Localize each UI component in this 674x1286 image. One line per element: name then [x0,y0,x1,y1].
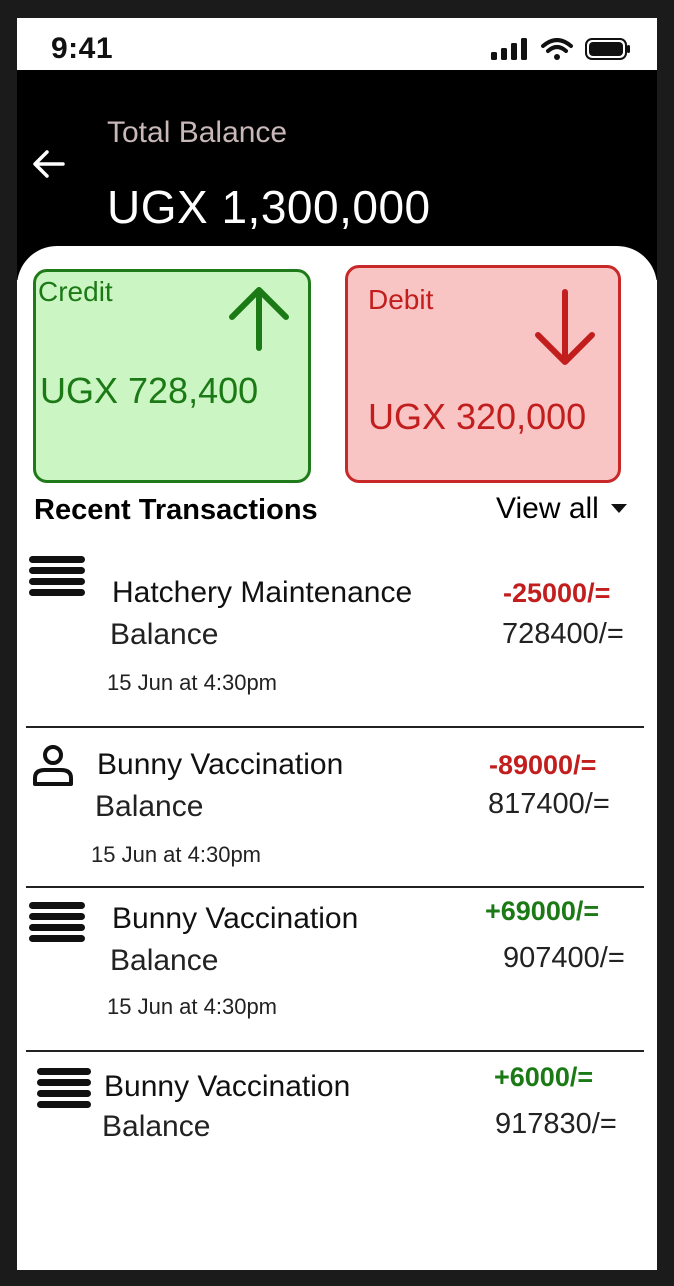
transaction-amount: -89000/= [489,750,597,780]
transaction-row[interactable]: Bunny Vaccination Balance 15 Jun at 4:30… [17,888,657,1048]
divider [26,726,644,728]
transaction-running-balance: 728400/= [502,618,624,650]
transaction-title: Hatchery Maintenance [112,576,413,609]
list-icon [37,1068,91,1108]
status-icons [491,38,631,60]
list-icon [29,556,85,596]
arrow-up-icon [229,287,289,351]
transaction-amount: -25000/= [503,578,611,608]
transaction-running-balance: 817400/= [488,788,610,820]
list-icon [29,902,85,942]
view-all-label: View all [496,492,599,525]
transaction-amount: +6000/= [494,1062,594,1092]
divider [26,886,644,888]
balance-header: Total Balance UGX 1,300,000 [17,70,657,280]
back-arrow-icon[interactable] [31,146,67,182]
credit-card[interactable]: Credit UGX 728,400 [33,269,311,483]
debit-amount: UGX 320,000 [368,396,587,437]
main-content: Credit UGX 728,400 Debit UGX 320,000 Rec… [17,246,657,1270]
transaction-row[interactable]: Bunny Vaccination Balance +6000/= 917830… [17,1052,657,1162]
transaction-title: Bunny Vaccination [112,902,359,935]
transaction-date: 15 Jun at 4:30pm [91,842,262,867]
wifi-icon [541,38,573,60]
signal-icon [491,38,527,60]
total-balance-value: UGX 1,300,000 [107,181,431,233]
phone-screen: 9:41 Total Balance UGX 1,3 [17,18,657,1270]
transaction-title: Bunny Vaccination [104,1070,351,1103]
transaction-balance-label: Balance [95,790,204,823]
total-balance-label: Total Balance [107,116,288,149]
credit-amount: UGX 728,400 [40,370,259,411]
transaction-balance-label: Balance [110,618,219,651]
transaction-balance-label: Balance [110,944,219,977]
transaction-date: 15 Jun at 4:30pm [107,670,278,695]
debit-card[interactable]: Debit UGX 320,000 [345,265,621,483]
credit-title: Credit [38,276,113,307]
status-time: 9:41 [51,32,114,65]
transaction-row[interactable]: Hatchery Maintenance Balance 15 Jun at 4… [17,556,657,726]
recent-transactions-title: Recent Transactions [34,494,318,526]
caret-down-icon [610,504,627,513]
battery-icon [585,38,630,60]
view-all-button[interactable]: View all [496,492,627,526]
transaction-running-balance: 917830/= [495,1108,617,1140]
transaction-date: 15 Jun at 4:30pm [107,994,278,1019]
status-bar: 9:41 [17,18,657,70]
divider [26,1050,644,1052]
transaction-running-balance: 907400/= [503,942,625,974]
transaction-title: Bunny Vaccination [97,748,344,781]
transaction-amount: +69000/= [485,896,600,926]
debit-title: Debit [368,284,434,315]
arrow-down-icon [535,289,595,365]
person-icon [33,745,73,786]
transaction-balance-label: Balance [102,1110,211,1143]
transaction-row[interactable]: Bunny Vaccination Balance 15 Jun at 4:30… [17,728,657,886]
